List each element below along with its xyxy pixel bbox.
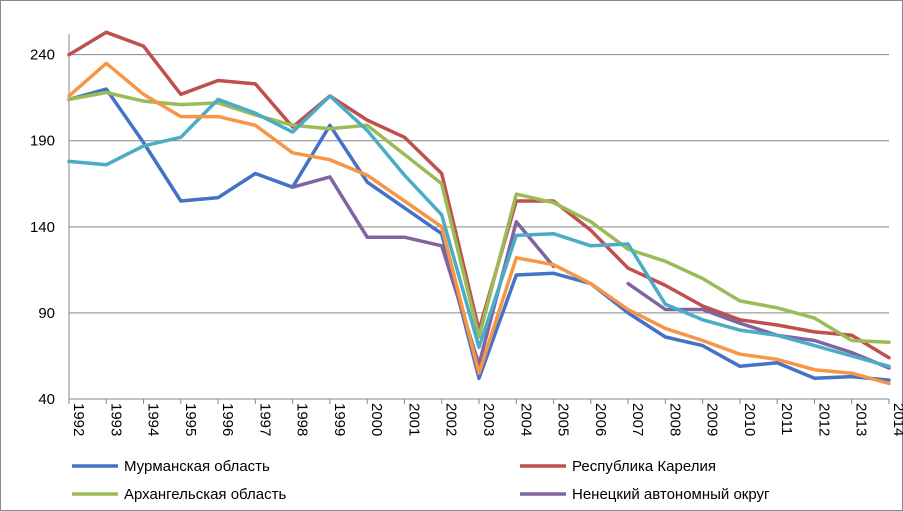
x-tick-label: 2013: [853, 403, 870, 436]
legend-label: Республика Карелия: [572, 458, 716, 475]
x-tick-label: 2002: [443, 403, 460, 436]
x-tick-label: 2003: [480, 403, 497, 436]
x-tick-label: 2011: [778, 403, 795, 435]
series-line-3: [290, 175, 556, 367]
legend-label: Мурманская область: [124, 458, 270, 475]
x-tick-label: 1995: [182, 403, 199, 436]
x-tick-labels: 1992 1993 1994 1995 1996 1997 1998 1999 2000 2001…: [70, 403, 903, 436]
x-tick-label: 2004: [517, 403, 534, 436]
x-tick-label: 2012: [815, 403, 832, 436]
x-tick-label: 1992: [70, 403, 87, 436]
series-line-0: [67, 87, 891, 382]
y-tick-label: 190: [30, 133, 55, 150]
y-tick-label: 140: [30, 219, 55, 236]
x-tick-label: 2014: [890, 403, 903, 436]
x-tick-label: 1999: [331, 403, 348, 436]
series-lines: [67, 30, 891, 386]
legend: Мурманская область Республика Карелия Арха…: [72, 458, 770, 503]
y-tick-label: 40: [38, 391, 55, 408]
x-tick-label: 2009: [704, 403, 721, 436]
series-line-5: [67, 61, 891, 386]
legend-label: Архангельская область: [124, 486, 286, 503]
y-tick-label: 240: [30, 47, 55, 64]
x-tick-label: 2001: [405, 403, 422, 436]
x-tick-label: 1996: [219, 403, 236, 436]
x-tick-label: 2000: [368, 403, 385, 436]
x-tick-label: 2008: [666, 403, 683, 436]
grid-lines: [69, 54, 889, 314]
series-line-2: [67, 90, 891, 344]
x-tick-label: 1997: [256, 403, 273, 436]
x-tick-label: 2010: [741, 403, 758, 436]
y-tick-labels: 40 90 140 190 240: [30, 47, 55, 408]
series-line-3: [626, 281, 891, 370]
y-tick-label: 90: [38, 305, 55, 322]
x-tick-label: 1998: [294, 403, 311, 436]
x-tick-label: 1994: [145, 403, 162, 436]
series-line-1: [67, 30, 891, 360]
x-tick-label: 2005: [555, 403, 572, 436]
x-tick-label: 1993: [107, 403, 124, 436]
x-tick-label: 2007: [629, 403, 646, 436]
legend-label: Ненецкий автономный округ: [572, 486, 770, 503]
series-line-4: [67, 94, 891, 369]
x-tick-label: 2006: [592, 403, 609, 436]
